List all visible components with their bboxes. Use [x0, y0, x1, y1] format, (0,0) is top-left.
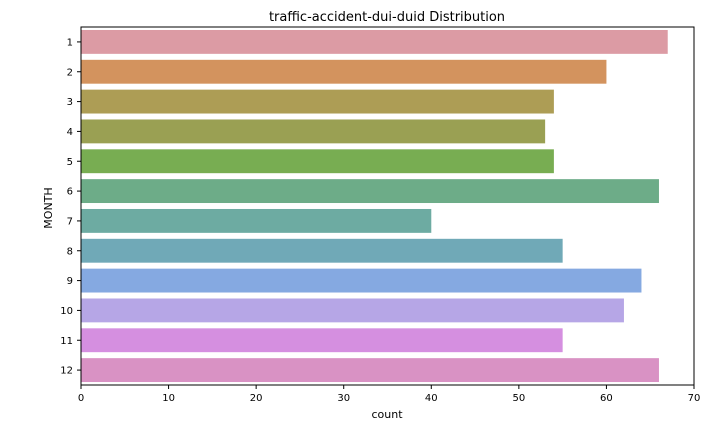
x-tick-label: 70 — [688, 393, 701, 404]
bar-month-11 — [81, 328, 563, 353]
x-tick-label: 30 — [337, 393, 350, 404]
x-axis-label: count — [371, 408, 403, 421]
bar-month-4 — [81, 119, 546, 144]
bar-month-8 — [81, 238, 563, 263]
x-tick-label: 0 — [78, 393, 84, 404]
x-tick-label: 60 — [600, 393, 613, 404]
plot-frame — [80, 26, 695, 386]
y-tick-label: 9 — [67, 276, 73, 287]
x-tick-label: 20 — [250, 393, 263, 404]
y-tick-label: 10 — [60, 306, 73, 317]
x-tick-label: 10 — [162, 393, 175, 404]
y-tick-label: 5 — [67, 157, 73, 168]
bar-month-10 — [81, 298, 624, 323]
y-tick-label: 11 — [60, 336, 73, 347]
y-tick-label: 3 — [67, 97, 73, 108]
bar-month-9 — [81, 268, 642, 293]
x-ticks-group: 0 10 20 30 40 50 60 70 — [78, 385, 701, 404]
y-tick-label: 1 — [67, 37, 73, 48]
y-axis-label: MONTH — [42, 187, 55, 228]
bars-group — [81, 29, 668, 383]
y-tick-label: 6 — [67, 187, 73, 198]
y-tick-label: 7 — [67, 216, 73, 227]
y-tick-label: 8 — [67, 246, 73, 257]
y-tick-label: 4 — [67, 127, 73, 138]
chart-title: traffic-accident-dui-duid Distribution — [269, 10, 505, 25]
y-tick-label: 2 — [67, 67, 73, 78]
x-tick-label: 40 — [425, 393, 438, 404]
y-tick-label: 12 — [60, 366, 73, 377]
bar-month-2 — [81, 59, 607, 84]
bar-month-12 — [81, 358, 659, 383]
x-tick-label: 50 — [512, 393, 525, 404]
bar-month-3 — [81, 89, 554, 114]
bar-month-1 — [81, 29, 668, 54]
axes-frame — [80, 26, 695, 386]
bar-month-5 — [81, 149, 554, 174]
bar-month-7 — [81, 208, 432, 233]
bar-month-6 — [81, 179, 659, 204]
